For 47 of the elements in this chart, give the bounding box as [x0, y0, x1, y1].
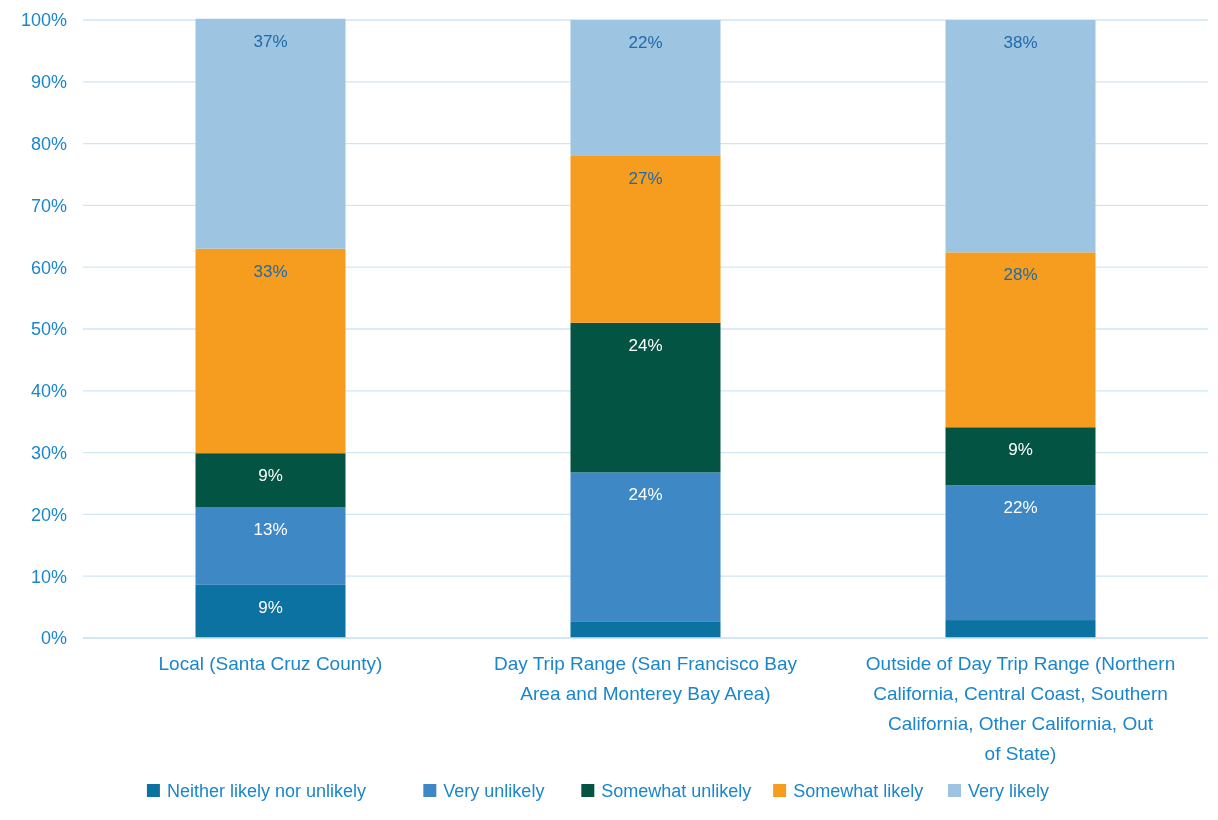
x-tick-label: Local (Santa Cruz County): [158, 653, 383, 674]
bar: [570, 322, 721, 473]
data-label: 24%: [628, 485, 663, 505]
y-tick-label: 60%: [30, 257, 67, 278]
bar: [570, 155, 721, 323]
data-label: 13%: [253, 519, 288, 539]
bar: [195, 453, 346, 507]
data-label: 9%: [258, 466, 283, 486]
data-label: 27%: [628, 168, 663, 188]
data-label: 9%: [258, 597, 283, 617]
y-tick-label: 80%: [30, 133, 67, 154]
y-tick-label: 50%: [30, 319, 67, 340]
bar: [945, 427, 1096, 486]
bar: [570, 20, 721, 156]
bar: [195, 506, 346, 585]
y-tick-label: 40%: [30, 381, 67, 402]
bar: [945, 252, 1096, 428]
bar: [570, 472, 721, 622]
data-label: 38%: [1003, 33, 1038, 52]
y-tick-label: 0%: [40, 628, 67, 649]
legend-label: Somewhat unlikely: [601, 781, 752, 802]
legend-label: Very likely: [968, 781, 1050, 802]
y-tick-label: 30%: [30, 442, 67, 463]
y-tick-label: 10%: [30, 566, 67, 587]
data-label: 37%: [253, 31, 288, 51]
data-label: 24%: [628, 335, 663, 355]
y-tick-label: 20%: [30, 504, 67, 525]
x-tick-label: Day Trip Range (San Francisco Bay Area and Monterey Bay Area): [493, 653, 798, 704]
legend-label: Somewhat likely: [793, 781, 924, 802]
y-tick-label: 90%: [30, 72, 67, 93]
bar: [945, 485, 1096, 621]
x-tick-label: Outside of Day Trip Range (Northern California, Central Coast, Southern California, Other California, Out of State): [865, 653, 1176, 764]
legend-label: Neither likely nor unlikely: [166, 781, 366, 802]
bar: [195, 18, 346, 249]
y-tick-label: 70%: [30, 195, 67, 216]
data-label: 28%: [1003, 265, 1038, 285]
data-label: 9%: [1008, 440, 1033, 460]
data-label: 22%: [1003, 498, 1038, 518]
bar: [195, 584, 346, 638]
bar: [195, 248, 346, 454]
legend-label: Very unlikely: [443, 781, 545, 802]
bar: [945, 20, 1096, 253]
bar: [570, 621, 721, 638]
data-label: 33%: [253, 261, 288, 281]
data-label: 22%: [628, 33, 663, 52]
bar: [945, 620, 1096, 638]
y-tick-label: 100%: [20, 10, 67, 31]
